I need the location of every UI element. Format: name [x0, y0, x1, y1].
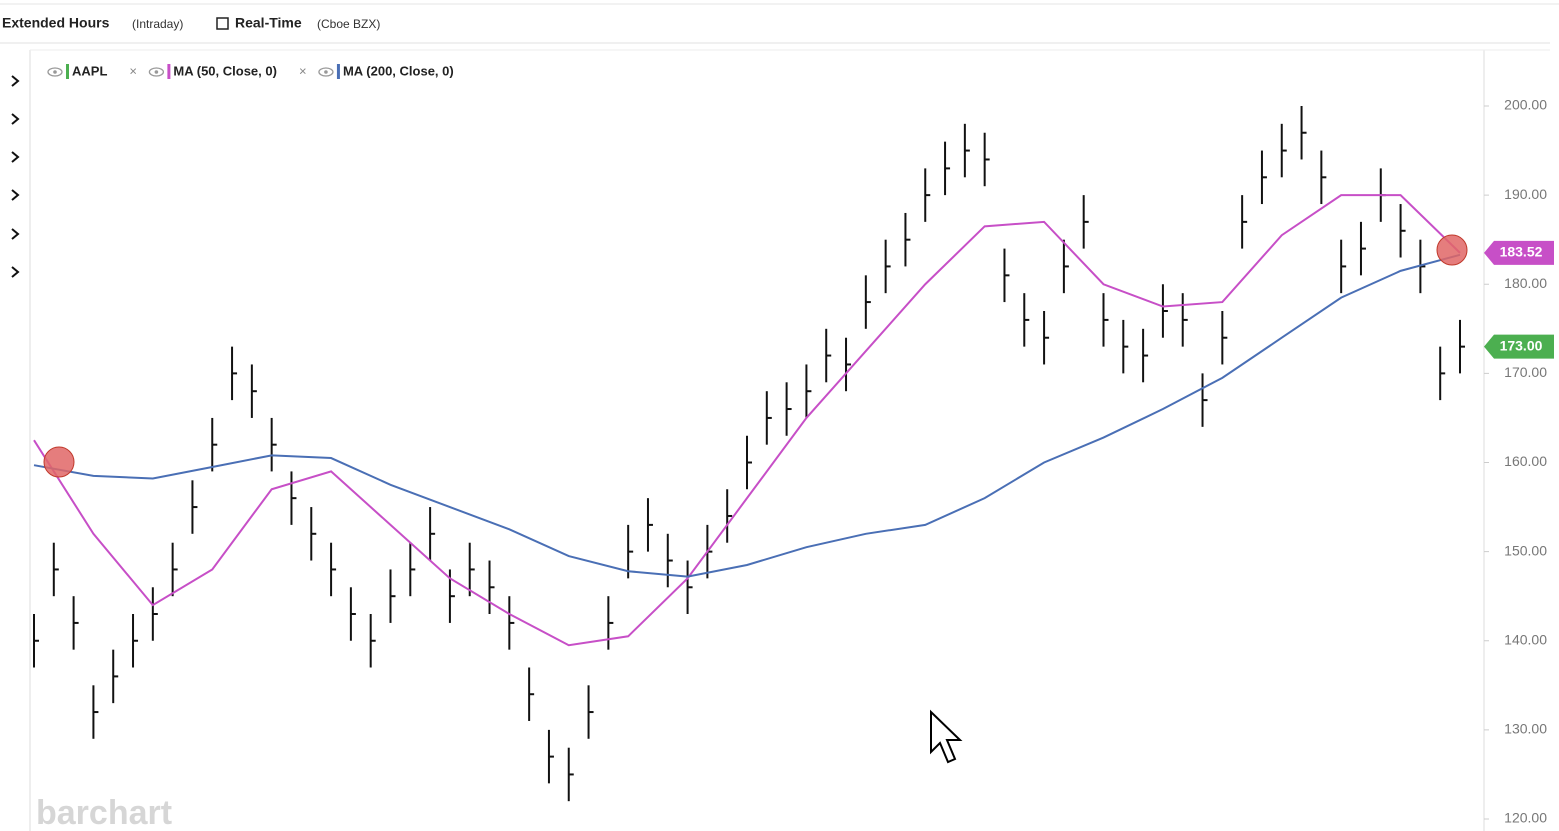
- y-tick-label: 180.00: [1504, 275, 1547, 291]
- real-time-note: (Cboe BZX): [317, 17, 380, 31]
- checkbox[interactable]: [216, 17, 229, 30]
- legend-eye-pupil: [154, 70, 159, 74]
- cross-marker: [1436, 234, 1468, 266]
- legend-swatch: [336, 64, 340, 79]
- real-time[interactable]: Real-Time: [235, 15, 302, 31]
- price-tag-label: 183.52: [1500, 244, 1543, 260]
- legend-swatch: [66, 64, 69, 79]
- ma-line: [33, 194, 1461, 647]
- price-tag-label: 173.00: [1500, 337, 1543, 353]
- legend-eye: [47, 67, 63, 77]
- ma-line: [33, 253, 1461, 578]
- legend-remove[interactable]: ×: [299, 63, 307, 78]
- legend-eye-pupil: [53, 70, 57, 74]
- legend-remove[interactable]: ×: [129, 63, 137, 78]
- extended-hours[interactable]: Extended Hours: [2, 15, 110, 31]
- y-tick-label: 200.00: [1504, 97, 1547, 113]
- legend-eye: [318, 67, 334, 77]
- y-tick-label: 140.00: [1504, 631, 1547, 647]
- legend-label: AAPL: [72, 63, 107, 78]
- cross-marker: [43, 446, 75, 478]
- extended-hours-note: (Intraday): [132, 17, 183, 31]
- legend: AAPL × MA (50, Close, 0) × MA (200, Close, 0…: [47, 63, 454, 79]
- mouse-cursor: [930, 709, 963, 764]
- y-tick-label: 130.00: [1504, 721, 1547, 737]
- legend-label: MA (50, Close, 0): [173, 63, 277, 78]
- legend-eye: [148, 67, 165, 77]
- plot: 120.00 130.00 140.00 150.00 160.00 170.00 180.…: [33, 97, 1554, 826]
- y-tick-label: 120.00: [1504, 810, 1547, 826]
- legend-swatch: [167, 64, 171, 79]
- sidebar-chevrons[interactable]: [11, 75, 20, 278]
- y-tick-label: 150.00: [1504, 542, 1547, 558]
- legend-label: MA (200, Close, 0): [343, 63, 454, 78]
- y-tick-label: 160.00: [1504, 453, 1547, 469]
- y-tick-label: 190.00: [1504, 186, 1547, 202]
- price-tag: [1484, 334, 1554, 359]
- legend-eye-pupil: [324, 70, 328, 74]
- watermark: barchart: [36, 794, 172, 831]
- price-tag: [1484, 240, 1554, 265]
- y-tick-label: 170.00: [1504, 364, 1547, 380]
